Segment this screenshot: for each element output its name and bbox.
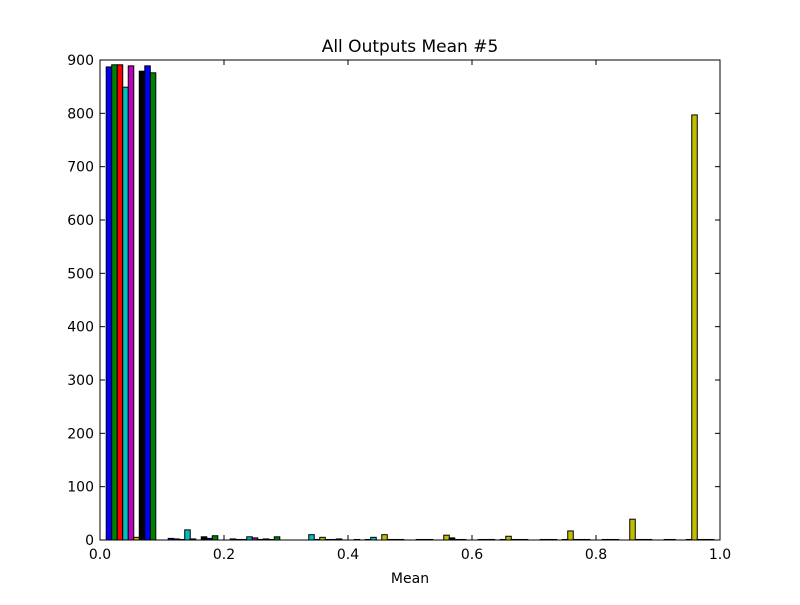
x-tick-label: 0.8 <box>585 547 607 563</box>
axes-frame <box>99 59 721 541</box>
x-axis-label: Mean <box>391 571 429 587</box>
x-tick-label: 0.2 <box>213 547 235 563</box>
histogram-bar <box>443 534 450 541</box>
y-tick-label: 700 <box>67 160 94 176</box>
histogram-bar <box>184 529 191 541</box>
histogram-bar <box>211 535 219 541</box>
y-tick-label: 100 <box>67 480 94 496</box>
histogram-bar <box>149 72 157 541</box>
histogram-bar <box>105 66 113 541</box>
histogram-bar <box>127 65 135 541</box>
histogram-bar <box>505 535 512 541</box>
y-tick-label: 200 <box>67 426 94 442</box>
y-tick-label: 300 <box>67 373 94 389</box>
histogram-bar <box>138 70 146 541</box>
histogram-bar <box>111 64 118 541</box>
histogram-bar <box>116 64 124 541</box>
y-tick-label: 600 <box>67 213 94 229</box>
x-tick-label: 0.4 <box>337 547 359 563</box>
x-tick-label: 0.6 <box>461 547 483 563</box>
chart-title: All Outputs Mean #5 <box>322 37 499 57</box>
y-tick-label: 0 <box>85 533 94 549</box>
y-tick-label: 800 <box>67 106 94 122</box>
histogram-bar <box>691 114 698 541</box>
histogram-bar <box>381 534 388 541</box>
histogram-bar <box>567 530 574 541</box>
y-tick-label: 400 <box>67 320 94 336</box>
histogram-bar <box>629 518 636 541</box>
x-tick-label: 0.0 <box>89 547 111 563</box>
y-tick-label: 500 <box>67 266 94 282</box>
x-tick-label: 1.0 <box>709 547 731 563</box>
histogram-bar <box>308 534 315 541</box>
histogram-bar <box>144 65 151 541</box>
y-tick-label: 900 <box>67 53 94 69</box>
ticks-layer: 0.0 0.2 0.4 0.6 0.8 1.0 0 100 200 300 400 500 600 700… <box>67 53 731 563</box>
histogram-bar <box>122 86 129 541</box>
